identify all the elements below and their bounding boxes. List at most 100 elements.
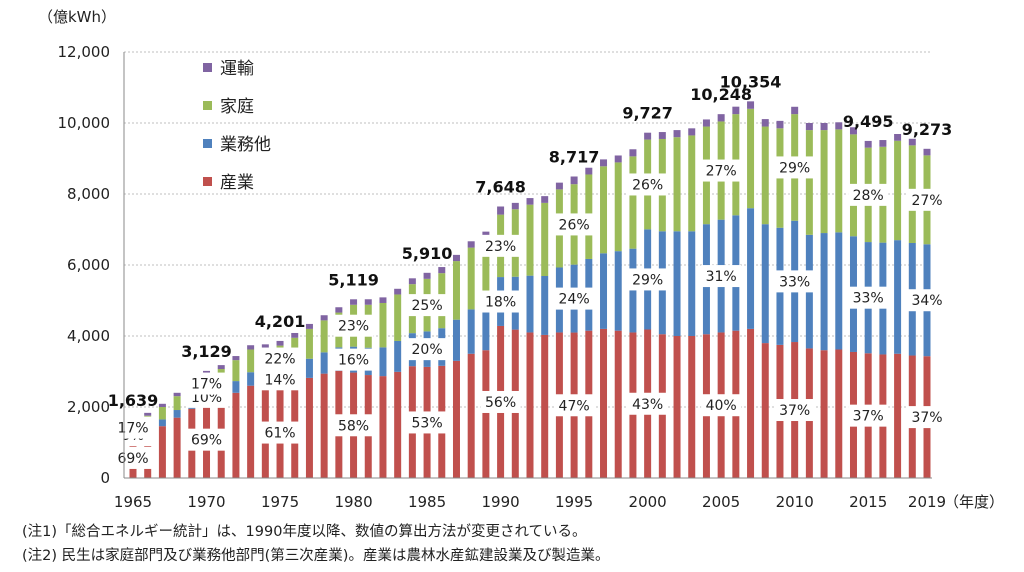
share-label-box: [907, 406, 947, 429]
bar-segment: [541, 202, 549, 277]
bar-segment: [217, 365, 225, 370]
share-label: 40%: [706, 398, 737, 414]
share-label: 24%: [559, 292, 590, 308]
share-label: 37%: [911, 410, 942, 426]
bar-segment: [805, 130, 813, 235]
bar-segment: [600, 166, 608, 254]
bar-segment: [247, 385, 255, 478]
legend-swatch: [203, 63, 212, 72]
bar-segment: [614, 162, 622, 252]
bar-segment: [541, 196, 549, 203]
y-tick-label: 6,000: [67, 256, 110, 274]
bar-segment: [394, 294, 402, 341]
x-tick-label: 2015: [849, 493, 887, 511]
bar-segment: [158, 403, 166, 407]
share-label: 43%: [632, 397, 663, 413]
bar-segment: [747, 208, 755, 329]
bar-segment: [600, 328, 608, 478]
bar-segment: [688, 128, 696, 136]
share-label-box: [480, 390, 521, 413]
bar-segment: [173, 417, 181, 478]
share-label: 37%: [779, 403, 810, 419]
x-tick-label: 2010: [776, 493, 814, 511]
x-tick-label: 1965: [114, 493, 152, 511]
bar-segment: [173, 410, 181, 418]
legend-label: 業務他: [220, 135, 271, 155]
share-label: 34%: [911, 293, 942, 309]
share-label-box: [848, 183, 889, 206]
share-label-box: [407, 294, 448, 317]
bar-segment: [879, 140, 887, 147]
bar-segment: [158, 407, 166, 420]
share-label-box: [907, 188, 947, 211]
share-label: 31%: [706, 269, 737, 285]
bar-segment: [276, 340, 284, 346]
bar-segment: [644, 132, 652, 140]
total-label: 7,648: [475, 177, 526, 196]
bar-segment: [673, 137, 681, 232]
bar-segment: [511, 202, 519, 210]
legend-swatch: [203, 101, 212, 110]
y-tick-label: 10,000: [58, 114, 111, 132]
bar-segment: [614, 251, 622, 331]
share-label-box: [848, 286, 889, 309]
note-1: (注1)「総合エネルギー統計」は、1990年度以降、数値の算出方法が変更されてい…: [22, 524, 587, 540]
bar-segment: [894, 240, 902, 354]
bar-segment: [849, 127, 857, 135]
share-label-box: [260, 368, 301, 391]
bar-segment: [364, 299, 372, 305]
share-label: 14%: [264, 372, 295, 388]
bar-segment: [379, 347, 387, 377]
legend-label: 運輸: [220, 59, 254, 79]
share-label-box: [554, 394, 595, 417]
share-label-box: [186, 428, 227, 451]
bar-segment: [541, 276, 549, 335]
total-label: 9,495: [843, 112, 894, 131]
bar-segment: [717, 114, 725, 122]
total-label: 1,639: [108, 391, 159, 410]
bar-segment: [379, 302, 387, 348]
total-label: 3,129: [181, 342, 232, 361]
bar-segment: [688, 231, 696, 336]
bar-segment: [305, 358, 313, 378]
bar-segment: [761, 126, 769, 225]
share-label: 37%: [853, 409, 884, 425]
bar-segment: [894, 134, 902, 141]
share-label-box: [260, 347, 301, 370]
share-label-box: [554, 213, 595, 236]
bar-segment: [320, 352, 328, 374]
bar-segment: [423, 272, 431, 279]
x-unit-label: （年度）: [944, 493, 1004, 511]
share-label-box: [627, 173, 668, 196]
share-label: 28%: [853, 188, 884, 204]
bar-segment: [291, 332, 299, 338]
share-label-box: [333, 348, 374, 371]
bar-segment: [320, 373, 328, 478]
bar-segment: [761, 119, 769, 127]
bar-segment: [820, 130, 828, 234]
bar-segment: [585, 167, 593, 175]
total-label: 8,717: [549, 147, 600, 166]
y-tick-label: 12,000: [58, 43, 111, 61]
bar-segment: [482, 350, 490, 478]
share-label-box: [407, 411, 448, 434]
bar-segment: [908, 138, 916, 146]
bar-segment: [247, 349, 255, 373]
bar-segment: [467, 247, 475, 310]
share-label-box: [407, 338, 448, 361]
share-label-box: [701, 394, 742, 417]
bar-segment: [261, 344, 269, 349]
bar-segment: [820, 233, 828, 351]
share-label-box: [701, 265, 742, 288]
legend-label: 産業: [220, 173, 254, 193]
bar-segment: [702, 119, 710, 127]
share-label: 17%: [117, 421, 148, 437]
bar-segment: [526, 275, 534, 333]
bar-segment: [555, 182, 563, 190]
bar-segment: [820, 350, 828, 478]
bar-segment: [320, 320, 328, 353]
bar-segment: [350, 299, 358, 305]
bar-segment: [541, 334, 549, 478]
legend-swatch: [203, 139, 212, 148]
